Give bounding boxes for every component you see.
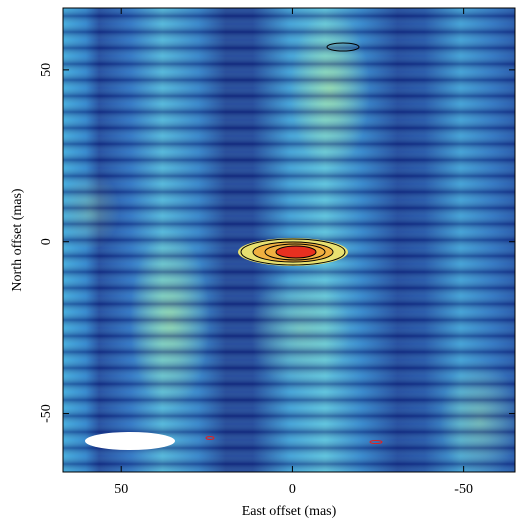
- frame: [62, 7, 516, 473]
- image: [63, 8, 515, 472]
- y-tick-label: -50: [39, 404, 54, 423]
- y-tick-label: 0: [39, 238, 54, 245]
- x-tick-label: 0: [289, 482, 296, 497]
- x-tick-label: -50: [454, 482, 473, 497]
- x-axis-label: East offset (mas): [242, 504, 337, 519]
- y-tick-label: 50: [39, 63, 54, 77]
- x-tick-label: 50: [114, 482, 128, 497]
- y-axis-label: North offset (mas): [10, 188, 25, 291]
